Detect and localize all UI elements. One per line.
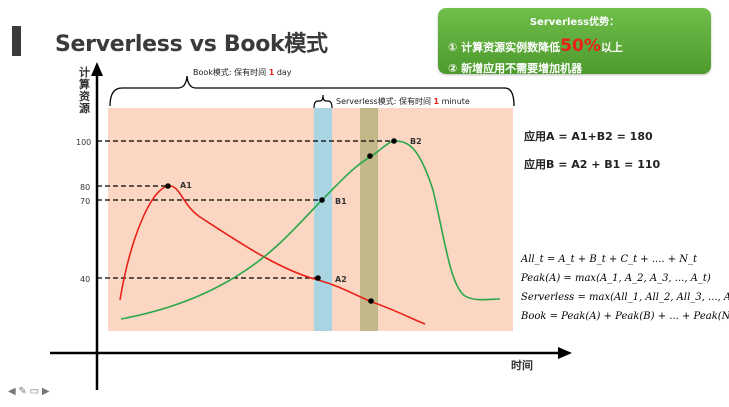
page-title: Serverless vs Book模式 — [55, 32, 328, 57]
x-axis-label: 时间 — [511, 358, 533, 372]
label-a2: A2 — [335, 275, 347, 284]
point-green-band — [367, 153, 373, 159]
y-tick-100: 100 — [76, 138, 91, 147]
x-axis-arrow-icon — [558, 347, 572, 359]
summary-app-a: 应用A = A1+B2 = 180 — [524, 129, 653, 143]
slide-nav-controls[interactable]: ◀ ✎ ▭ ▶ — [8, 386, 50, 397]
point-a2 — [315, 275, 321, 281]
label-a1: A1 — [180, 181, 192, 190]
callout-item-1-highlight: 50% — [560, 36, 601, 56]
y-axis-label-3: 资 — [79, 89, 90, 103]
formula-book: Book = Peak(A) + Peak(B) + ... + Peak(N) — [520, 311, 729, 322]
series-b-line — [120, 140, 501, 320]
y-tick-40: 40 — [80, 275, 90, 284]
y-axis-label-2: 算 — [78, 77, 90, 91]
serverless-bracket — [313, 94, 333, 109]
callout-item-2-number: ② — [448, 62, 458, 75]
prev-arrow-icon[interactable]: ◀ — [8, 386, 16, 397]
summary-app-b: 应用B = A2 + B1 = 110 — [524, 157, 661, 171]
formula-serverless: Serverless = max(All_1, All_2, All_3, ..… — [521, 292, 729, 303]
y-tick-70: 70 — [80, 197, 90, 206]
book-bracket-label: Book模式: 保有时间 1 day — [193, 67, 292, 77]
next-arrow-icon[interactable]: ▶ — [41, 386, 50, 397]
serverless-bracket-label: Serverless模式: 保有时间 1 minute — [336, 96, 470, 106]
title-accent-bar — [12, 26, 21, 56]
point-b2 — [391, 138, 397, 144]
time-window-area — [108, 108, 513, 331]
callout-item-2: ② 新增应用不需要增加机器 — [448, 60, 582, 76]
y-axis-arrow-icon — [91, 62, 103, 76]
y-tick-80: 80 — [80, 183, 90, 192]
formula-peak: Peak(A) = max(A_1, A_2, A_3, ..., A_t) — [520, 273, 711, 284]
point-b1 — [319, 197, 325, 203]
label-b1: B1 — [335, 197, 347, 206]
callout-item-1-prefix: 计算资源实例数降低 — [461, 41, 561, 54]
advantages-callout: Serverless优势： ① 计算资源实例数降低50%以上 ② 新增应用不需要… — [438, 8, 711, 76]
point-a1 — [165, 183, 171, 189]
book-bracket — [109, 75, 515, 107]
callout-item-2-text: 新增应用不需要增加机器 — [461, 62, 583, 75]
menu-icon[interactable]: ▭ — [29, 386, 40, 397]
callout-item-1-suffix: 以上 — [600, 41, 623, 54]
callout-item-1-number: ① — [448, 41, 458, 54]
label-b2: B2 — [410, 137, 422, 146]
callout-title: Serverless优势： — [529, 17, 620, 28]
serverless-band-olive — [360, 108, 378, 331]
formula-all: All_t = A_t + B_t + C_t + .... + N_t — [520, 254, 698, 265]
pen-icon[interactable]: ✎ — [18, 386, 27, 397]
point-red-band — [368, 298, 374, 304]
callout-item-1: ① 计算资源实例数降低50%以上 — [448, 36, 623, 56]
y-axis-label-1: 计 — [79, 65, 90, 79]
y-axis-label-4: 源 — [79, 101, 90, 115]
